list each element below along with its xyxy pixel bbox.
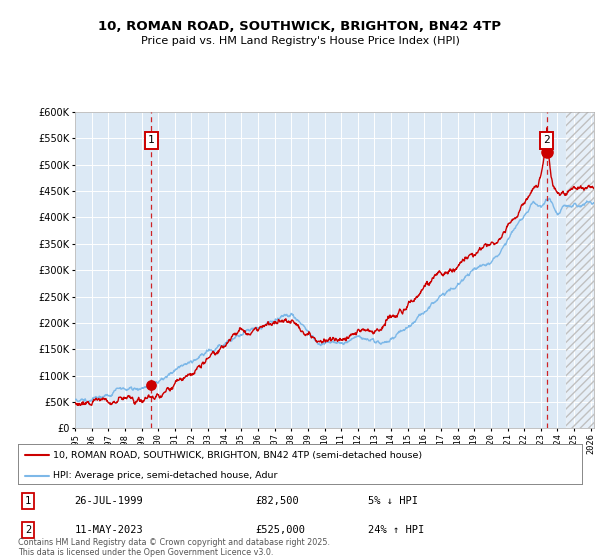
Text: 10, ROMAN ROAD, SOUTHWICK, BRIGHTON, BN42 4TP (semi-detached house): 10, ROMAN ROAD, SOUTHWICK, BRIGHTON, BN4… — [53, 451, 422, 460]
Text: 26-JUL-1999: 26-JUL-1999 — [74, 496, 143, 506]
Point — [146, 380, 156, 389]
Text: 2: 2 — [544, 136, 550, 146]
Text: 11-MAY-2023: 11-MAY-2023 — [74, 525, 143, 535]
Text: 10, ROMAN ROAD, SOUTHWICK, BRIGHTON, BN42 4TP: 10, ROMAN ROAD, SOUTHWICK, BRIGHTON, BN4… — [98, 20, 502, 32]
Text: Price paid vs. HM Land Registry's House Price Index (HPI): Price paid vs. HM Land Registry's House … — [140, 36, 460, 46]
Bar — [566, 112, 594, 428]
Text: HPI: Average price, semi-detached house, Adur: HPI: Average price, semi-detached house,… — [53, 471, 277, 480]
Text: 1: 1 — [25, 496, 31, 506]
Text: 1: 1 — [148, 136, 154, 146]
Text: £82,500: £82,500 — [255, 496, 299, 506]
Text: 5% ↓ HPI: 5% ↓ HPI — [368, 496, 418, 506]
Text: 2: 2 — [25, 525, 31, 535]
Text: 24% ↑ HPI: 24% ↑ HPI — [368, 525, 424, 535]
Text: £525,000: £525,000 — [255, 525, 305, 535]
Bar — [566, 112, 594, 428]
Point — [542, 147, 551, 156]
Text: Contains HM Land Registry data © Crown copyright and database right 2025.
This d: Contains HM Land Registry data © Crown c… — [18, 538, 330, 557]
